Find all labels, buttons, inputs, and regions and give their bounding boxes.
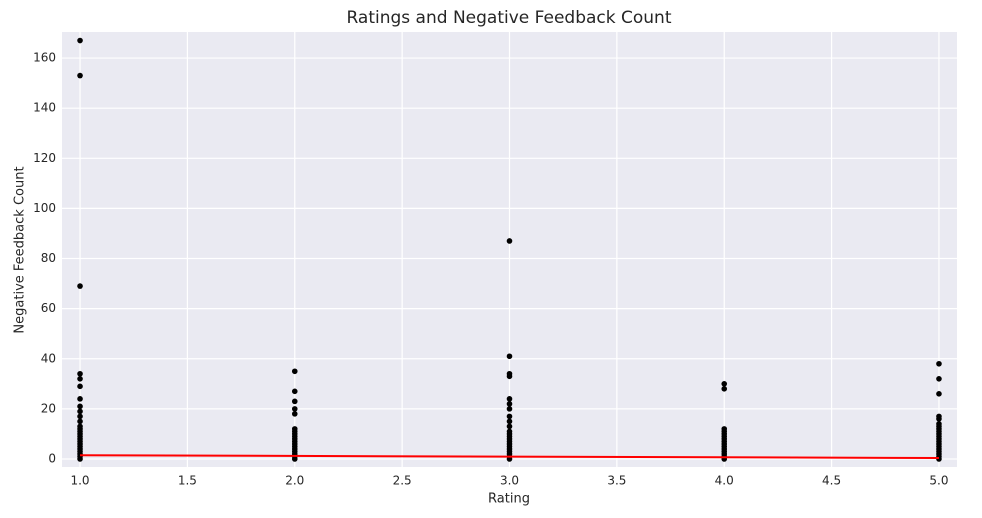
point bbox=[77, 456, 83, 462]
x-tick-label: 1.5 bbox=[178, 474, 197, 488]
point bbox=[936, 375, 942, 382]
point bbox=[291, 398, 298, 405]
y-tick-label: 100 bbox=[33, 201, 56, 215]
x-tick-label: 2.0 bbox=[285, 474, 304, 488]
point bbox=[77, 72, 83, 79]
y-axis-label: Negative Feedback Count bbox=[13, 166, 28, 333]
x-tick-label: 4.5 bbox=[822, 474, 841, 488]
point bbox=[77, 370, 83, 377]
point bbox=[506, 413, 513, 420]
point bbox=[936, 416, 942, 422]
point bbox=[77, 283, 83, 289]
point bbox=[77, 37, 83, 44]
x-tick-label: 4.0 bbox=[715, 474, 734, 488]
point bbox=[77, 418, 83, 425]
point bbox=[291, 368, 298, 375]
x-tick-label: 3.0 bbox=[500, 474, 519, 488]
point bbox=[506, 373, 513, 380]
point bbox=[506, 423, 513, 430]
point bbox=[721, 381, 728, 387]
point bbox=[506, 418, 513, 425]
x-tick-label: 3.5 bbox=[607, 474, 626, 488]
y-tick-label: 140 bbox=[33, 101, 56, 115]
point bbox=[936, 360, 942, 367]
point bbox=[77, 383, 83, 390]
point bbox=[77, 413, 83, 420]
y-tick-label: 0 bbox=[48, 451, 56, 465]
y-tick-label: 120 bbox=[33, 151, 56, 165]
point bbox=[77, 396, 83, 402]
point bbox=[291, 456, 298, 462]
point bbox=[291, 406, 298, 412]
trend-line bbox=[80, 454, 939, 459]
y-tick-label: 20 bbox=[41, 401, 56, 415]
point bbox=[506, 353, 513, 360]
y-tick-label: 160 bbox=[33, 51, 56, 65]
y-tick-label: 80 bbox=[41, 251, 56, 265]
point bbox=[721, 386, 728, 392]
point bbox=[506, 406, 513, 412]
x-axis-label: Rating bbox=[488, 492, 530, 507]
y-tick-label: 60 bbox=[41, 301, 56, 315]
x-tick-label: 5.0 bbox=[929, 474, 948, 488]
point bbox=[506, 401, 513, 407]
point bbox=[506, 238, 513, 244]
point bbox=[506, 396, 513, 402]
point bbox=[77, 375, 83, 382]
x-tick-label: 2.5 bbox=[393, 474, 412, 488]
x-tick-label: 1.0 bbox=[70, 474, 89, 488]
point bbox=[77, 403, 83, 410]
chart-title: Ratings and Negative Feedback Count bbox=[346, 8, 671, 28]
point bbox=[291, 411, 298, 417]
point bbox=[936, 391, 942, 397]
point bbox=[77, 408, 83, 415]
point bbox=[291, 388, 298, 395]
y-tick-label: 40 bbox=[41, 351, 56, 365]
